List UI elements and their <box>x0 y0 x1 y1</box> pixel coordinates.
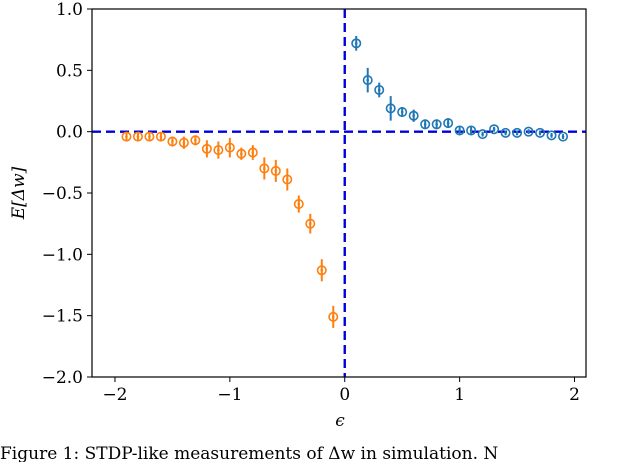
x-tick-label: 2 <box>569 385 580 405</box>
data-point <box>328 311 339 322</box>
data-point-center <box>435 123 438 126</box>
data-point <box>397 107 408 118</box>
data-point-center <box>561 135 565 138</box>
data-point-center <box>274 169 278 173</box>
data-point-center <box>194 138 197 142</box>
data-point-center <box>527 130 530 133</box>
x-tick-label: −1 <box>217 385 242 405</box>
data-point-center <box>492 127 496 131</box>
data-point <box>316 265 327 276</box>
data-point <box>190 135 201 146</box>
data-point-center <box>136 135 140 138</box>
data-point <box>443 118 454 129</box>
data-point-center <box>515 131 519 135</box>
data-point-center <box>125 135 128 138</box>
data-point-center <box>481 132 484 136</box>
data-point <box>178 137 189 148</box>
plot-area <box>92 9 586 377</box>
data-point <box>351 38 362 49</box>
chart: −2 −1 0 1 2 1.0 0.5 0.0 −0.5 −1.0 −1.5 −2.0 ϵ E[Δw… <box>9 0 587 431</box>
y-tick-label: 0.5 <box>56 61 83 81</box>
data-point <box>259 163 270 174</box>
y-tick-label: −1.5 <box>42 307 83 327</box>
data-point-center <box>148 135 151 138</box>
x-axis: −2 −1 0 1 2 <box>102 377 580 405</box>
data-point <box>477 129 488 140</box>
data-point <box>224 142 235 153</box>
data-point-center <box>389 107 392 110</box>
y-tick-label: 0.0 <box>56 123 83 143</box>
data-point <box>305 218 316 229</box>
figure-caption: Figure 1: STDP-like measurements of Δw i… <box>0 444 499 462</box>
data-point <box>431 119 442 130</box>
data-point-center <box>263 167 266 170</box>
data-point-center <box>423 123 427 126</box>
data-point-center <box>538 131 542 135</box>
y-tick-label: −0.5 <box>42 184 83 204</box>
data-point <box>201 143 212 154</box>
data-point-center <box>308 222 312 225</box>
data-point-center <box>205 147 209 151</box>
data-point <box>374 84 385 95</box>
data-point <box>270 165 281 176</box>
x-tick-label: 0 <box>339 385 350 405</box>
data-point-center <box>469 129 473 132</box>
data-point <box>558 131 569 142</box>
data-point-center <box>377 88 381 92</box>
data-point <box>535 127 546 138</box>
y-axis: 1.0 0.5 0.0 −0.5 −1.0 −1.5 −2.0 <box>42 0 92 388</box>
data-point-center <box>354 42 358 45</box>
series-1 <box>351 35 569 142</box>
data-point <box>213 145 224 156</box>
x-tick-label: 1 <box>454 385 465 405</box>
data-point <box>236 148 247 159</box>
data-point <box>247 147 258 158</box>
data-point <box>500 127 511 138</box>
data-point <box>512 127 523 138</box>
data-point-center <box>320 268 324 272</box>
data-point <box>121 131 132 142</box>
data-point-center <box>171 140 174 143</box>
data-point <box>385 103 396 114</box>
data-point <box>362 75 373 86</box>
data-point-center <box>228 146 232 149</box>
data-point-center <box>286 178 289 181</box>
x-tick-label: −2 <box>102 385 127 405</box>
data-point-center <box>458 129 461 132</box>
data-point <box>132 131 143 142</box>
series-0 <box>121 131 339 328</box>
data-point <box>466 125 477 136</box>
data-point <box>408 110 419 121</box>
y-axis-label: E[Δw] <box>9 166 29 220</box>
data-point-center <box>159 135 163 138</box>
data-point-center <box>412 114 415 118</box>
data-point <box>523 126 534 137</box>
data-point-center <box>446 121 450 125</box>
data-point-center <box>331 315 335 319</box>
data-point <box>282 174 293 185</box>
data-point <box>155 131 166 142</box>
y-tick-label: −1.0 <box>42 245 83 265</box>
plot-frame <box>91 8 587 378</box>
data-point-center <box>240 152 243 156</box>
data-point <box>293 199 304 210</box>
data-point-center <box>550 134 553 137</box>
data-point-center <box>182 141 186 145</box>
data-point <box>489 124 500 135</box>
y-tick-label: 1.0 <box>56 0 83 20</box>
data-point-center <box>504 131 507 135</box>
data-point-center <box>366 78 370 82</box>
data-point <box>546 130 557 141</box>
x-axis-label: ϵ <box>335 411 345 431</box>
y-tick-label: −2.0 <box>42 368 83 388</box>
data-point-center <box>400 110 404 114</box>
data-point-center <box>217 148 220 152</box>
data-point <box>454 125 465 136</box>
data-point <box>420 119 431 130</box>
data-point <box>167 136 178 147</box>
data-point <box>144 131 155 142</box>
data-point-center <box>297 202 301 206</box>
data-point-center <box>251 151 255 154</box>
